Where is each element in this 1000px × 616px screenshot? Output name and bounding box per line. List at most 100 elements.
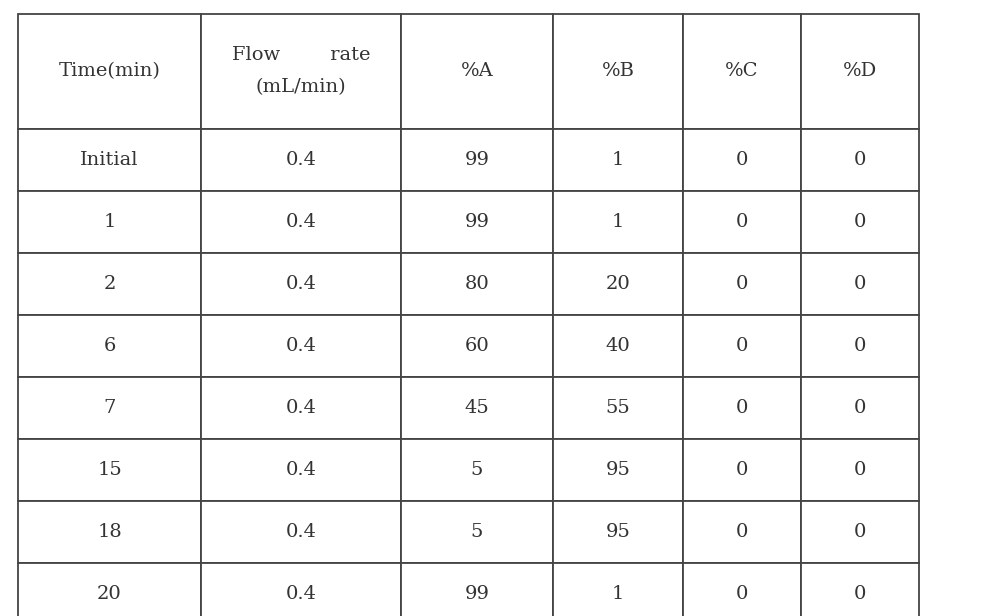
Bar xyxy=(683,377,801,439)
Text: 99: 99 xyxy=(464,585,490,603)
Bar xyxy=(801,191,919,253)
Text: 0.4: 0.4 xyxy=(286,585,316,603)
Text: 5: 5 xyxy=(471,523,483,541)
Text: 99: 99 xyxy=(464,213,490,231)
Text: 0: 0 xyxy=(854,151,866,169)
Text: 0: 0 xyxy=(736,585,748,603)
Bar xyxy=(801,253,919,315)
Bar xyxy=(683,253,801,315)
Bar xyxy=(553,501,683,563)
Bar xyxy=(801,377,919,439)
Bar xyxy=(553,14,683,129)
Text: 45: 45 xyxy=(465,399,489,417)
Bar xyxy=(401,253,553,315)
Text: 0: 0 xyxy=(736,275,748,293)
Text: 20: 20 xyxy=(606,275,630,293)
Text: 0: 0 xyxy=(736,399,748,417)
Text: 6: 6 xyxy=(103,337,116,355)
Text: 0.4: 0.4 xyxy=(286,523,316,541)
Text: (mL/min): (mL/min) xyxy=(256,78,346,97)
Bar xyxy=(553,563,683,616)
Text: 55: 55 xyxy=(606,399,630,417)
Bar xyxy=(201,377,401,439)
Bar xyxy=(18,315,201,377)
Text: 5: 5 xyxy=(471,461,483,479)
Text: 0.4: 0.4 xyxy=(286,399,316,417)
Bar xyxy=(201,253,401,315)
Bar xyxy=(401,563,553,616)
Bar xyxy=(18,563,201,616)
Bar xyxy=(683,563,801,616)
Text: 0.4: 0.4 xyxy=(286,275,316,293)
Text: 99: 99 xyxy=(464,151,490,169)
Text: %D: %D xyxy=(843,62,877,81)
Text: 80: 80 xyxy=(465,275,489,293)
Text: 0: 0 xyxy=(736,337,748,355)
Bar xyxy=(401,315,553,377)
Bar xyxy=(553,253,683,315)
Bar xyxy=(201,439,401,501)
Text: Initial: Initial xyxy=(80,151,139,169)
Text: Flow        rate: Flow rate xyxy=(232,46,370,65)
Bar xyxy=(801,439,919,501)
Bar xyxy=(18,14,201,129)
Bar xyxy=(801,315,919,377)
Text: 1: 1 xyxy=(612,213,624,231)
Bar xyxy=(683,191,801,253)
Bar xyxy=(201,129,401,191)
Text: 95: 95 xyxy=(606,523,630,541)
Text: 1: 1 xyxy=(612,151,624,169)
Text: 40: 40 xyxy=(606,337,630,355)
Bar xyxy=(201,191,401,253)
Bar xyxy=(683,439,801,501)
Text: 60: 60 xyxy=(465,337,489,355)
Bar xyxy=(553,439,683,501)
Bar xyxy=(683,501,801,563)
Text: 0.4: 0.4 xyxy=(286,461,316,479)
Text: 0.4: 0.4 xyxy=(286,337,316,355)
Text: 20: 20 xyxy=(97,585,122,603)
Text: 0: 0 xyxy=(854,523,866,541)
Text: 0: 0 xyxy=(854,461,866,479)
Bar xyxy=(201,14,401,129)
Text: 0: 0 xyxy=(736,151,748,169)
Text: 0: 0 xyxy=(736,213,748,231)
Bar xyxy=(401,14,553,129)
Bar xyxy=(683,129,801,191)
Text: 2: 2 xyxy=(103,275,116,293)
Bar xyxy=(801,129,919,191)
Bar xyxy=(801,14,919,129)
Bar xyxy=(683,14,801,129)
Bar xyxy=(18,501,201,563)
Bar xyxy=(401,191,553,253)
Text: Time(min): Time(min) xyxy=(59,62,160,81)
Text: %A: %A xyxy=(461,62,493,81)
Text: %B: %B xyxy=(602,62,635,81)
Text: 0: 0 xyxy=(854,399,866,417)
Text: 15: 15 xyxy=(97,461,122,479)
Bar xyxy=(18,377,201,439)
Text: 0: 0 xyxy=(854,337,866,355)
Text: 0: 0 xyxy=(854,213,866,231)
Bar xyxy=(18,253,201,315)
Bar xyxy=(18,191,201,253)
Bar xyxy=(553,191,683,253)
Bar xyxy=(401,439,553,501)
Bar xyxy=(401,501,553,563)
Bar xyxy=(553,377,683,439)
Bar xyxy=(201,501,401,563)
Text: 18: 18 xyxy=(97,523,122,541)
Text: 1: 1 xyxy=(103,213,116,231)
Text: %C: %C xyxy=(725,62,759,81)
Text: 95: 95 xyxy=(606,461,630,479)
Bar xyxy=(553,315,683,377)
Text: 1: 1 xyxy=(612,585,624,603)
Text: 7: 7 xyxy=(103,399,116,417)
Text: 0.4: 0.4 xyxy=(286,151,316,169)
Bar xyxy=(201,563,401,616)
Bar xyxy=(801,563,919,616)
Bar xyxy=(683,315,801,377)
Bar xyxy=(201,315,401,377)
Text: 0.4: 0.4 xyxy=(286,213,316,231)
Bar xyxy=(18,439,201,501)
